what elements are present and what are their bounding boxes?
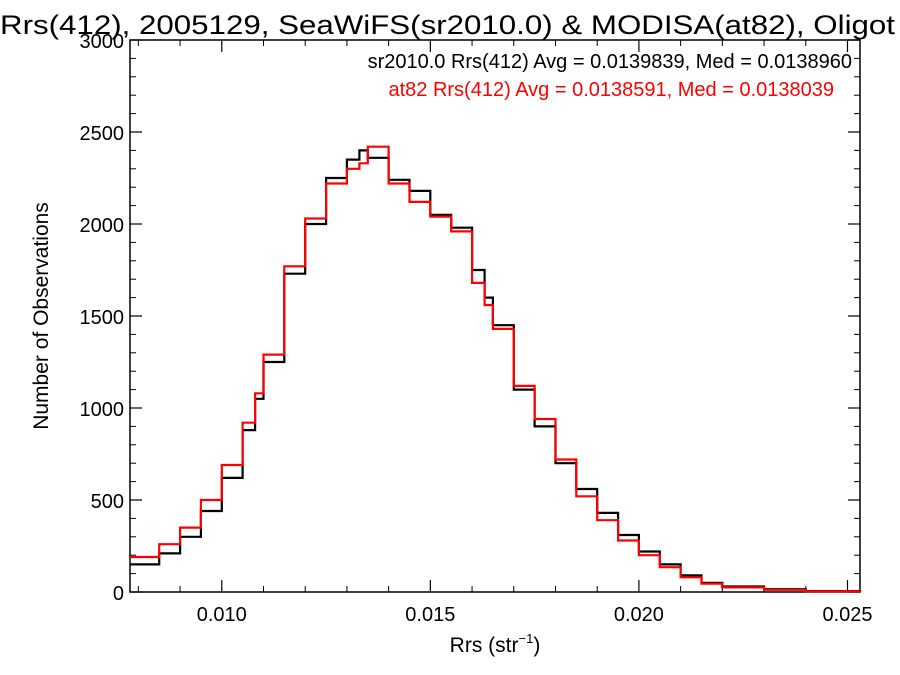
series-line-at82 (130, 145, 862, 593)
series-layer (130, 145, 862, 593)
x-axis-label-suffix: ) (533, 634, 540, 657)
y-tick-label: 500 (91, 491, 124, 513)
x-tick-label: 0.025 (822, 604, 872, 626)
x-tick-label: 0.015 (405, 604, 455, 626)
chart-title: Rrs(412), 2005129, SeaWiFS(sr2010.0) & M… (0, 10, 896, 40)
x-tick-label: 0.020 (614, 604, 664, 626)
y-tick-label: 2000 (80, 215, 125, 237)
x-axis-ticks: 0.010 0.015 0.020 0.025 (137, 40, 873, 626)
y-axis-ticks: 0 500 1000 1500 2000 2500 3000 (80, 31, 860, 605)
plot-area: 0 500 1000 1500 2000 2500 3000 0.010 0.015 0.020… (80, 31, 873, 626)
legend-entry-sr2010: sr2010.0 Rrs(412) Avg = 0.0139839, Med =… (368, 51, 852, 73)
y-tick-label: 1000 (80, 399, 125, 421)
x-axis-label-main: Rrs (str (450, 634, 519, 657)
legend-entry-at82: at82 Rrs(412) Avg = 0.0138591, Med = 0.0… (388, 79, 834, 101)
x-axis-label-exponent: −1 (519, 631, 534, 646)
x-axis-label: Rrs (str−1) (450, 631, 541, 657)
plot-frame (129, 39, 861, 593)
y-tick-label: 3000 (80, 31, 125, 53)
y-tick-label: 1500 (80, 307, 125, 329)
series-line-sr2010.0 (130, 149, 862, 593)
y-tick-label: 2500 (80, 123, 125, 145)
x-tick-label: 0.010 (197, 604, 247, 626)
y-axis-label: Number of Observations (30, 202, 53, 430)
legend: sr2010.0 Rrs(412) Avg = 0.0139839, Med =… (368, 51, 852, 101)
y-tick-label: 0 (113, 583, 124, 605)
